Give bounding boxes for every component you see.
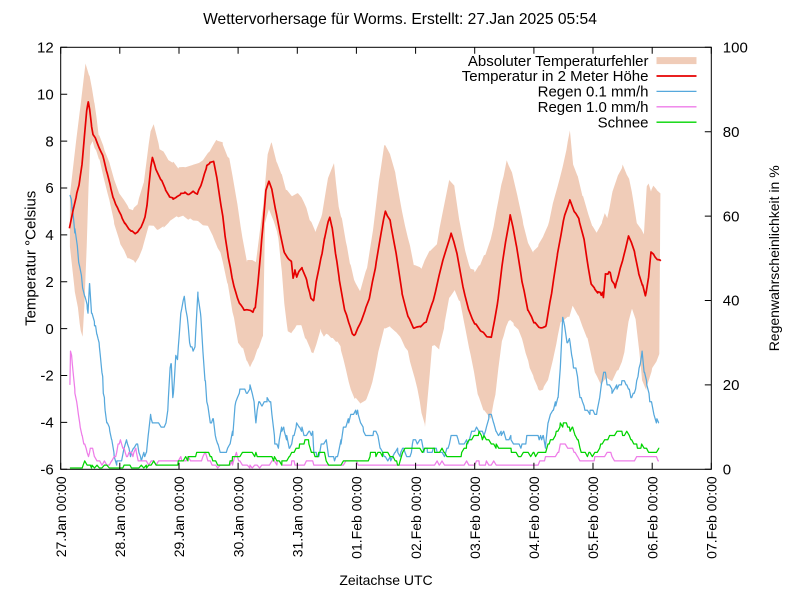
svg-text:28.Jan 00:00: 28.Jan 00:00 <box>112 476 128 557</box>
svg-text:4: 4 <box>45 227 53 244</box>
svg-text:8: 8 <box>45 133 53 150</box>
svg-text:100: 100 <box>723 40 748 57</box>
svg-text:06.Feb 00:00: 06.Feb 00:00 <box>644 476 660 559</box>
svg-text:2: 2 <box>45 274 53 291</box>
svg-text:27.Jan 00:00: 27.Jan 00:00 <box>53 476 69 557</box>
svg-text:12: 12 <box>37 40 54 57</box>
svg-text:-6: -6 <box>40 462 53 479</box>
svg-text:10: 10 <box>37 86 54 103</box>
svg-text:80: 80 <box>723 124 740 141</box>
svg-text:-4: -4 <box>40 415 53 432</box>
svg-text:Temperatur in 2 Meter Höhe: Temperatur in 2 Meter Höhe <box>462 68 649 85</box>
svg-text:Temperatur °Celsius: Temperatur °Celsius <box>23 191 40 326</box>
svg-text:02.Feb 00:00: 02.Feb 00:00 <box>408 476 424 559</box>
svg-text:04.Feb 00:00: 04.Feb 00:00 <box>526 476 542 559</box>
svg-text:-2: -2 <box>40 368 53 385</box>
svg-text:60: 60 <box>723 208 740 225</box>
svg-text:Regen 0.1 mm/h: Regen 0.1 mm/h <box>538 84 649 101</box>
svg-text:05.Feb 00:00: 05.Feb 00:00 <box>585 476 601 559</box>
svg-text:Wettervorhersage für Worms. Er: Wettervorhersage für Worms. Erstellt: 27… <box>203 11 597 28</box>
svg-text:01.Feb 00:00: 01.Feb 00:00 <box>349 476 365 559</box>
svg-text:0: 0 <box>723 462 731 479</box>
svg-text:31.Jan 00:00: 31.Jan 00:00 <box>290 476 306 557</box>
svg-text:Schnee: Schnee <box>598 114 649 131</box>
svg-text:Zeitachse UTC: Zeitachse UTC <box>339 572 432 588</box>
svg-text:29.Jan 00:00: 29.Jan 00:00 <box>171 476 187 557</box>
svg-text:20: 20 <box>723 377 740 394</box>
svg-text:03.Feb 00:00: 03.Feb 00:00 <box>467 476 483 559</box>
svg-text:Regenwahrscheinlichkeit in %: Regenwahrscheinlichkeit in % <box>766 165 782 351</box>
svg-text:0: 0 <box>45 321 53 338</box>
svg-text:Absoluter Temperaturfehler: Absoluter Temperaturfehler <box>468 53 649 70</box>
svg-text:07.Feb 00:00: 07.Feb 00:00 <box>704 476 720 559</box>
svg-text:Regen 1.0 mm/h: Regen 1.0 mm/h <box>538 99 649 116</box>
svg-text:30.Jan 00:00: 30.Jan 00:00 <box>230 476 246 557</box>
svg-text:40: 40 <box>723 293 740 310</box>
svg-text:6: 6 <box>45 180 53 197</box>
